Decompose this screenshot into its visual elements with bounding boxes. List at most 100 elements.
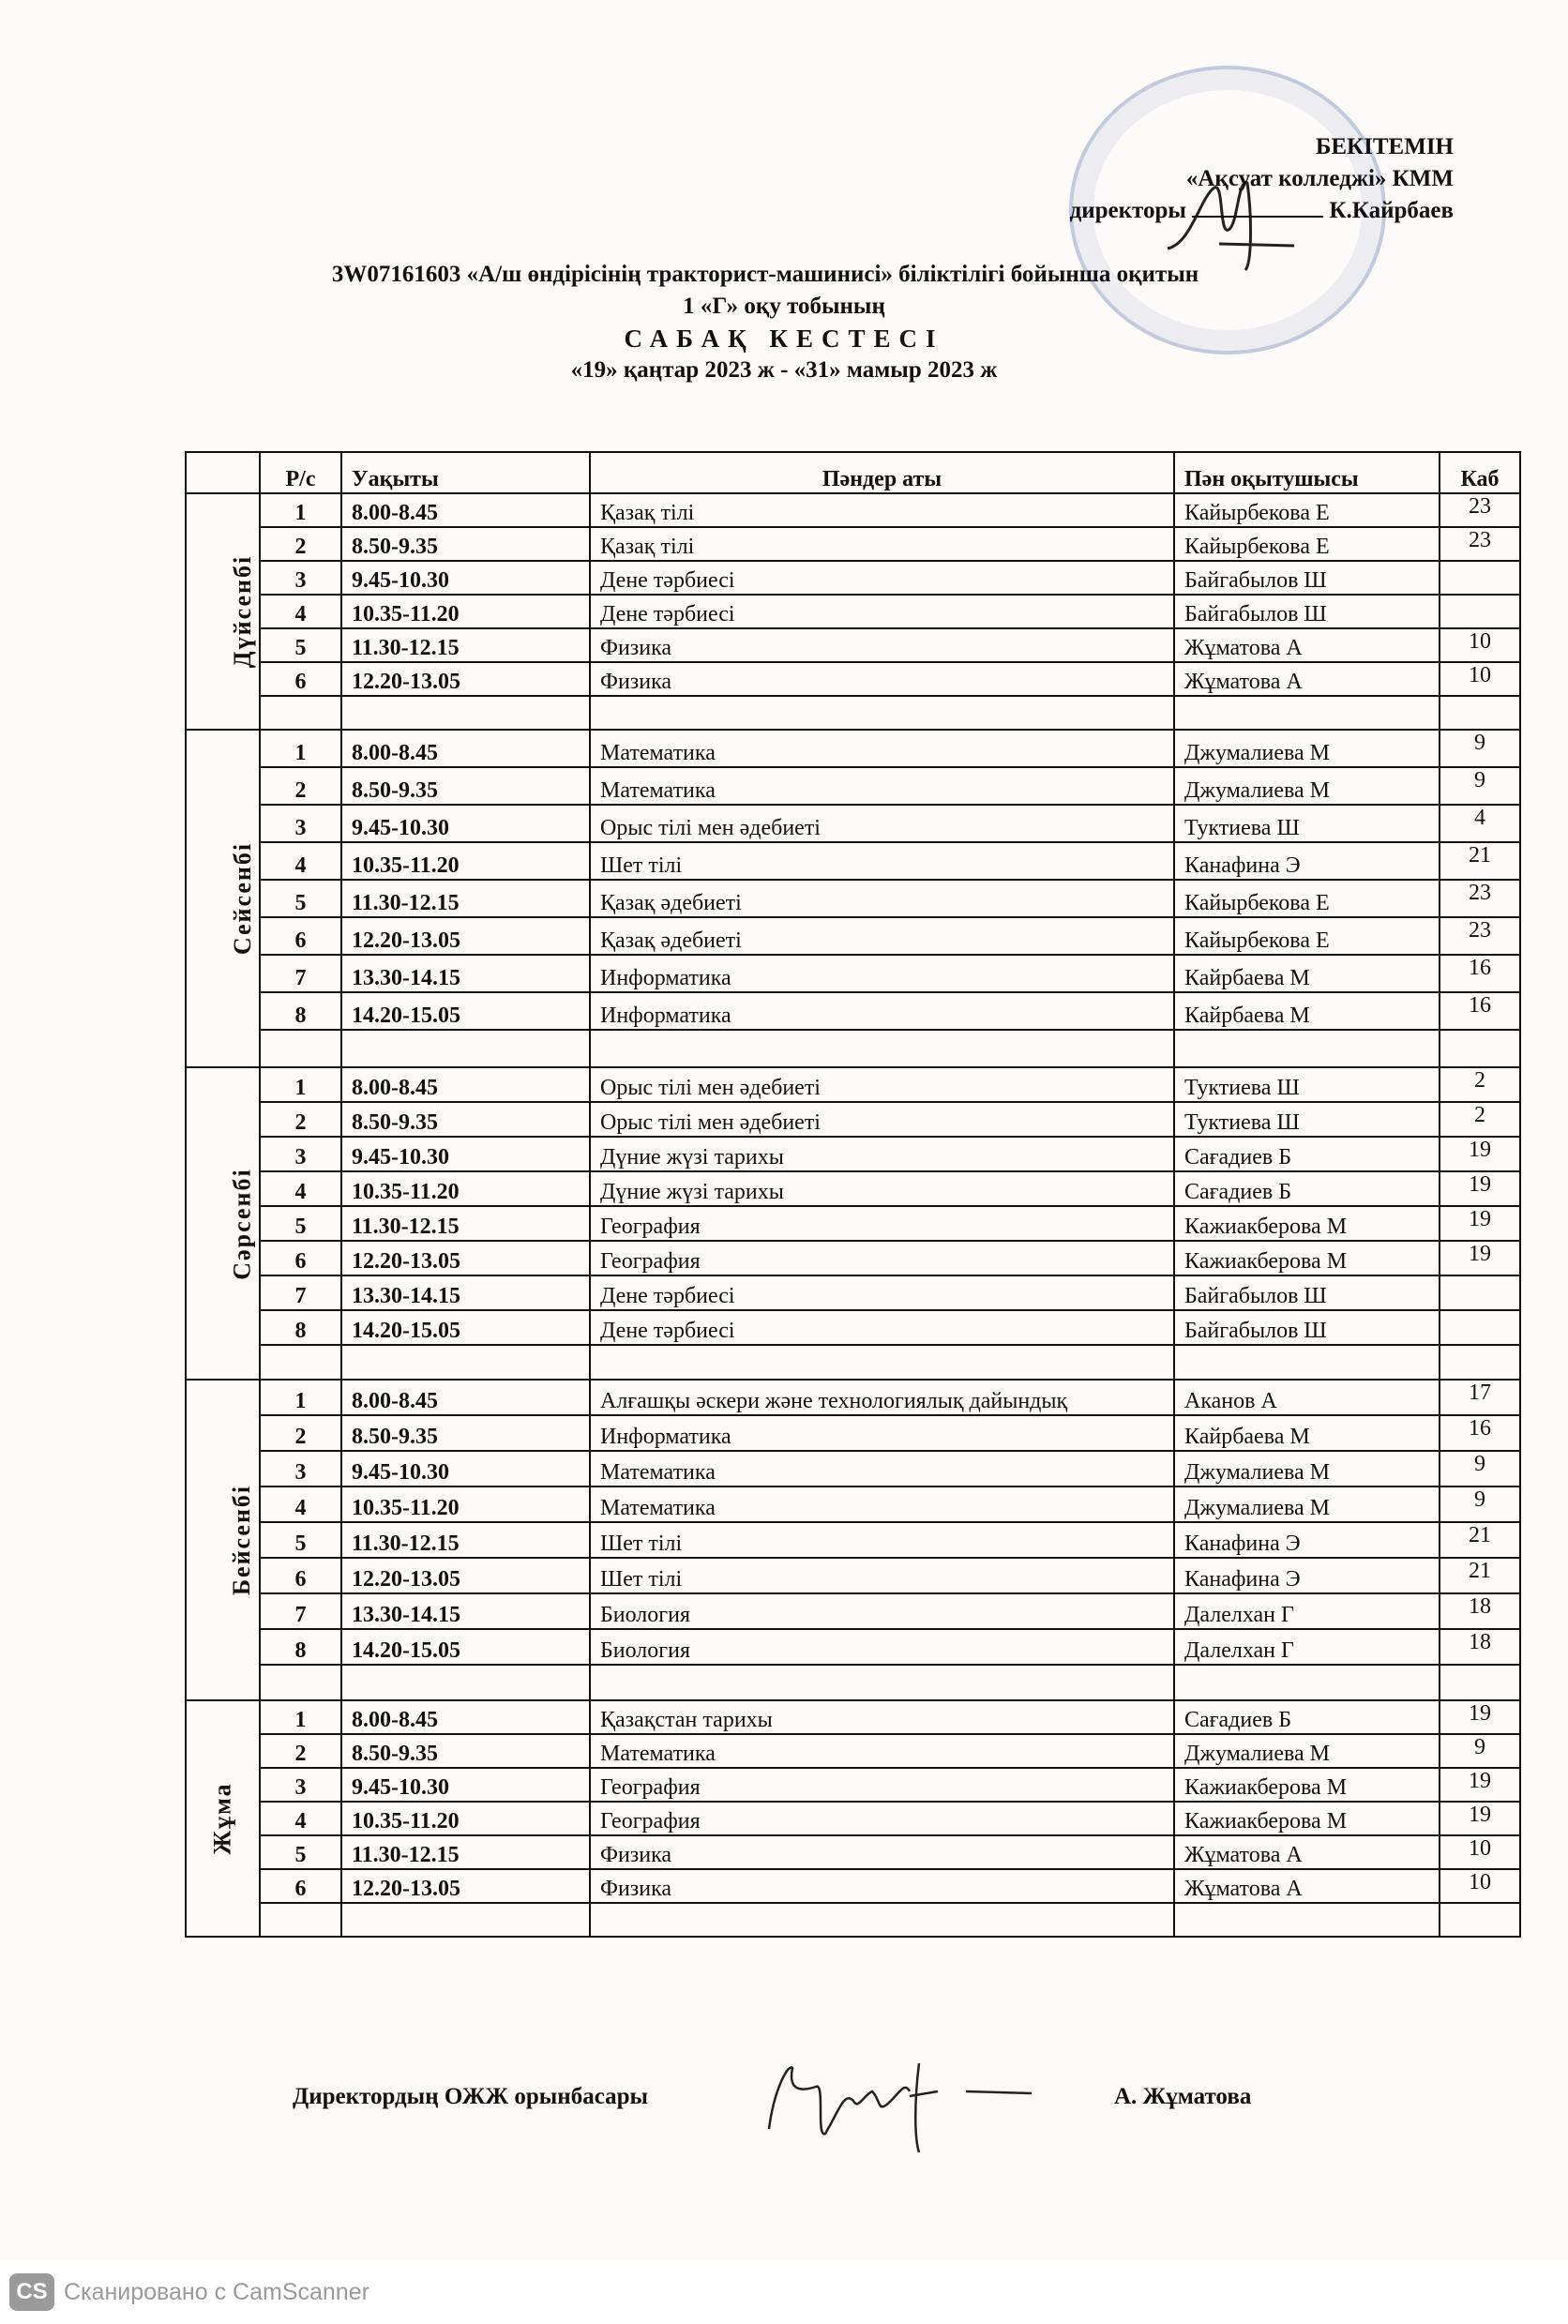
lesson-time: 8.50-9.35	[340, 1101, 591, 1138]
lesson-time: 8.00-8.45	[340, 729, 591, 768]
room-number: 23	[1439, 879, 1521, 918]
lesson-time: 10.35-11.20	[340, 841, 591, 881]
teacher-name: Канафина Э	[1173, 1557, 1440, 1594]
lesson-time: 10.35-11.20	[340, 1801, 591, 1836]
table-row: 4 10.35-11.20 Шет тілі Канафина Э 21	[186, 841, 1521, 881]
teacher-name: Жұматова А	[1173, 1868, 1440, 1904]
teacher-name: Кажиакберова М	[1173, 1240, 1440, 1276]
lesson-number: 4	[259, 594, 342, 629]
room-number	[1439, 594, 1521, 629]
day-label: Бейсенбі	[228, 1484, 256, 1596]
subject-name: Информатика	[589, 991, 1175, 1031]
room-number: 10	[1439, 1834, 1521, 1870]
table-row: Сәрсенбі 1 8.00-8.45 Орыс тілі мен әдебиеті…	[185, 1066, 1521, 1381]
subject-name: Орыс тілі мен әдебиеті	[589, 804, 1175, 843]
table-row: 3 9.45-10.30 Орыс тілі мен әдебиеті Туктиев…	[186, 804, 1521, 843]
table-row: 8 14.20-15.05 Дене тәрбиесі Байгабылов Ш	[186, 1309, 1521, 1346]
deputy-signature	[767, 2062, 1033, 2153]
lesson-number: 4	[259, 1486, 342, 1523]
day-label: Дүйсенбі	[229, 554, 257, 669]
teacher-name: Сағадиев Б	[1173, 1170, 1440, 1207]
lesson-number: 6	[259, 916, 342, 956]
lesson-time: 9.45-10.30	[340, 1450, 591, 1487]
schedule-heading: САБАҚ КЕСТЕСІ	[624, 324, 944, 353]
blank-row	[186, 1902, 1521, 1938]
room-number: 10	[1439, 627, 1521, 663]
day-cell: Жұма	[185, 1699, 261, 1938]
lesson-number: 3	[259, 560, 342, 596]
room-number	[1439, 560, 1521, 596]
table-row: 6 12.20-13.05 Физика Жұматова А 10	[186, 661, 1521, 697]
approval-name: К.Кайрбаев	[1329, 198, 1454, 223]
blank-row	[186, 1029, 1521, 1068]
empty-cell	[1439, 1902, 1521, 1938]
teacher-name: Байгабылов Ш	[1173, 560, 1440, 596]
teacher-name: Кайырбекова Е	[1173, 916, 1440, 956]
lesson-time: 13.30-14.15	[340, 1592, 591, 1630]
empty-cell	[1173, 1902, 1440, 1938]
lesson-time: 13.30-14.15	[340, 1275, 591, 1311]
lesson-number: 7	[259, 1592, 342, 1630]
subject-name: Физика	[589, 627, 1175, 663]
room-number: 9	[1439, 1450, 1521, 1487]
teacher-name: Жұматова А	[1173, 1834, 1440, 1870]
room-number: 19	[1439, 1767, 1521, 1803]
room-number: 2	[1439, 1066, 1521, 1103]
subject-name: Дене тәрбиесі	[589, 594, 1175, 629]
lesson-number: 5	[259, 1834, 342, 1870]
table-row: 7 13.30-14.15 Биология Далелхан Г 18	[186, 1592, 1521, 1630]
header-day	[185, 451, 261, 494]
subject-name: Шет тілі	[589, 1521, 1175, 1559]
empty-cell	[259, 1029, 342, 1068]
lesson-time: 11.30-12.15	[340, 1834, 591, 1870]
teacher-name: Кайырбекова Е	[1173, 526, 1440, 562]
lesson-number: 8	[259, 1628, 342, 1666]
empty-cell	[340, 1664, 591, 1701]
teacher-name: Аканов А	[1173, 1379, 1440, 1416]
teacher-name: Байгабылов Ш	[1173, 1275, 1440, 1311]
room-number: 21	[1439, 1521, 1521, 1559]
room-number: 16	[1439, 991, 1521, 1031]
table-row: 2 8.50-9.35 Орыс тілі мен әдебиеті Туктиева…	[186, 1101, 1521, 1138]
approval-role: директоры	[1069, 198, 1186, 223]
subject-name: Дүние жүзі тарихы	[589, 1170, 1175, 1207]
blank-row	[186, 1344, 1521, 1381]
lesson-time: 8.50-9.35	[340, 1414, 591, 1452]
lesson-number: 2	[259, 766, 342, 806]
subject-name: Математика	[589, 766, 1175, 806]
empty-cell	[259, 1902, 342, 1938]
lesson-time: 9.45-10.30	[340, 1767, 591, 1803]
subject-name: Алғашқы әскери және технологиялық дайынд…	[589, 1379, 1175, 1416]
program-line: 3W07161603 «А/ш өндірісінің тракторист-м…	[331, 262, 1199, 287]
header-number: Р/с	[259, 451, 342, 494]
teacher-name: Кайрбаева М	[1173, 991, 1440, 1031]
lesson-number: 1	[259, 492, 342, 528]
subject-name: Дене тәрбиесі	[589, 560, 1175, 596]
approval-block: БЕКІТЕМІН «Ақсуат колледжі» КММ директор…	[1070, 131, 1454, 227]
subject-name: Дене тәрбиесі	[589, 1309, 1175, 1346]
lesson-time: 14.20-15.05	[340, 991, 591, 1031]
table-row: 6 12.20-13.05 Физика Жұматова А 10	[186, 1868, 1521, 1904]
empty-cell	[259, 1344, 342, 1381]
table-row: 7 13.30-14.15 Дене тәрбиесі Байгабылов Ш	[186, 1275, 1521, 1311]
header-row: Р/с Уақыты Пәндер аты Пән оқытушысы Каб	[185, 451, 1521, 494]
empty-cell	[589, 1902, 1175, 1938]
lesson-number: 4	[259, 1801, 342, 1836]
document-title: 3W07161603 «А/ш өндірісінің тракторист-м…	[0, 259, 1568, 386]
lesson-time: 10.35-11.20	[340, 594, 591, 629]
subject-name: География	[589, 1801, 1175, 1836]
room-number: 10	[1439, 1868, 1521, 1904]
lesson-time: 8.00-8.45	[340, 1066, 591, 1103]
room-number: 2	[1439, 1101, 1521, 1138]
teacher-name: Сағадиев Б	[1173, 1699, 1440, 1735]
subject-name: Қазақстан тарихы	[589, 1699, 1175, 1735]
lesson-number: 1	[259, 729, 342, 768]
group-line: 1 «Г» оқу тобының	[683, 294, 885, 319]
empty-cell	[1439, 695, 1521, 731]
subject-name: Математика	[589, 729, 1175, 768]
room-number: 16	[1439, 1414, 1521, 1452]
lesson-number: 6	[259, 1240, 342, 1276]
